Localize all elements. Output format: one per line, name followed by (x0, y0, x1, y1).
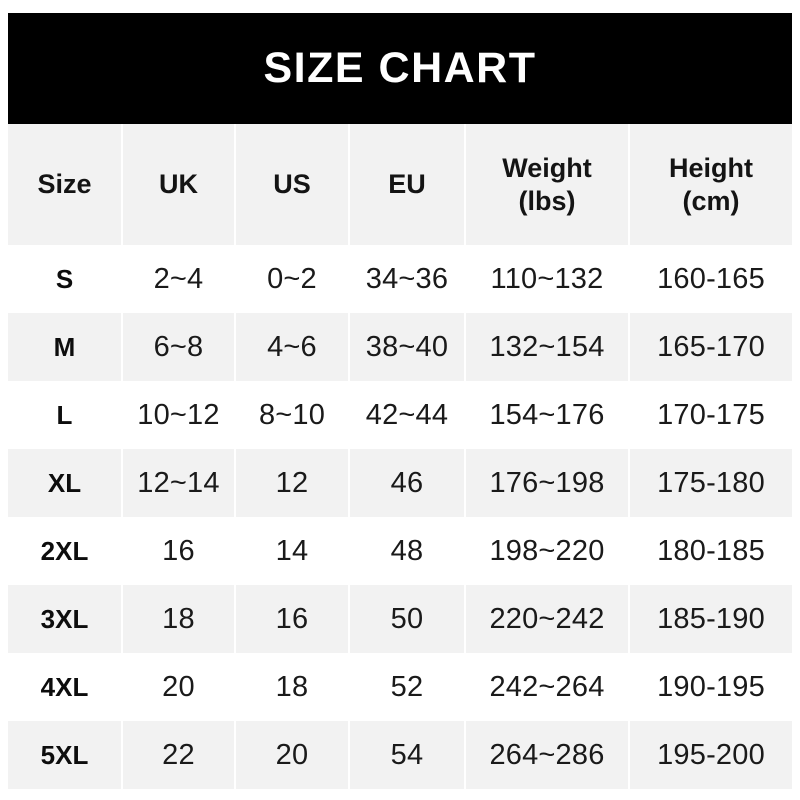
cell-weight: 264~286 (465, 721, 630, 789)
cell-height: 195-200 (657, 738, 765, 771)
cell-us: 12 (235, 449, 350, 517)
column-header-weight-line2: (lbs) (518, 185, 576, 216)
cell-height: 170-175 (657, 398, 765, 431)
cell-weight: 154~176 (465, 381, 630, 449)
cell-uk: 16 (122, 517, 236, 585)
cell-weight: 220~242 (465, 585, 630, 653)
cell-uk: 6~8 (122, 313, 236, 381)
cell-us: 18 (235, 653, 350, 721)
cell-us: 14 (235, 517, 350, 585)
cell-weight: 242~264 (465, 653, 630, 721)
cell-eu: 42~44 (349, 381, 466, 449)
column-header-height: Height (cm) (629, 124, 792, 245)
column-header-eu-line1: EU (388, 169, 426, 200)
cell-us: 20 (235, 721, 350, 789)
cell-size: XL (8, 449, 123, 517)
table-row: L 10~12 8~10 42~44 154~176 170-175 (8, 381, 792, 449)
table-header-row: Size UK US EU Weight (lbs) Height (cm) (8, 124, 792, 245)
cell-eu: 48 (349, 517, 466, 585)
table-row: XL 12~14 12 46 176~198 175-180 (8, 449, 792, 517)
table-row: 4XL 20 18 52 242~264 190-195 (8, 653, 792, 721)
table-row: 5XL 22 20 54 264~286 195-200 (8, 721, 792, 789)
cell-us: 0~2 (235, 245, 350, 313)
cell-weight: 176~198 (465, 449, 630, 517)
table-row: 3XL 18 16 50 220~242 185-190 (8, 585, 792, 653)
cell-uk: 10~12 (122, 381, 236, 449)
column-header-us: US (235, 124, 350, 245)
column-header-weight: Weight (lbs) (465, 124, 630, 245)
cell-eu: 46 (349, 449, 466, 517)
table-row: 2XL 16 14 48 198~220 180-185 (8, 517, 792, 585)
column-header-weight-line1: Weight (502, 152, 592, 183)
size-chart-table: Size UK US EU Weight (lbs) Height (cm) (8, 124, 792, 789)
page-title: SIZE CHART (263, 44, 537, 92)
column-header-height-line2: (cm) (682, 185, 740, 216)
cell-size: 2XL (8, 517, 123, 585)
cell-height: 185-190 (657, 602, 765, 635)
cell-size: 5XL (8, 721, 123, 789)
cell-height: 190-195 (657, 670, 765, 703)
cell-height: 180-185 (657, 534, 765, 567)
table-row: S 2~4 0~2 34~36 110~132 160-165 (8, 245, 792, 313)
column-header-size-line1: Size (37, 169, 92, 200)
cell-eu: 52 (349, 653, 466, 721)
column-header-eu: EU (349, 124, 466, 245)
column-header-uk: UK (122, 124, 236, 245)
cell-us: 8~10 (235, 381, 350, 449)
column-header-size: Size (8, 124, 123, 245)
cell-weight: 110~132 (465, 245, 630, 313)
cell-size: 4XL (8, 653, 123, 721)
cell-size: M (8, 313, 123, 381)
cell-uk: 12~14 (122, 449, 236, 517)
cell-eu: 34~36 (349, 245, 466, 313)
title-banner: SIZE CHART (8, 13, 792, 124)
table-row: M 6~8 4~6 38~40 132~154 165-170 (8, 313, 792, 381)
column-header-height-line1: Height (669, 152, 753, 183)
cell-eu: 38~40 (349, 313, 466, 381)
cell-uk: 2~4 (122, 245, 236, 313)
table-header: Size UK US EU Weight (lbs) Height (cm) (8, 124, 792, 245)
cell-size: L (8, 381, 123, 449)
cell-eu: 50 (349, 585, 466, 653)
table-body: S 2~4 0~2 34~36 110~132 160-165 M 6~8 4~… (8, 245, 792, 789)
cell-us: 16 (235, 585, 350, 653)
cell-size: S (8, 245, 123, 313)
cell-uk: 20 (122, 653, 236, 721)
cell-uk: 22 (122, 721, 236, 789)
column-header-us-line1: US (273, 169, 311, 200)
cell-size: 3XL (8, 585, 123, 653)
cell-height: 165-170 (657, 330, 765, 363)
cell-us: 4~6 (235, 313, 350, 381)
cell-eu: 54 (349, 721, 466, 789)
column-header-uk-line1: UK (159, 169, 198, 200)
cell-weight: 132~154 (465, 313, 630, 381)
cell-height: 160-165 (657, 262, 765, 295)
cell-weight: 198~220 (465, 517, 630, 585)
cell-uk: 18 (122, 585, 236, 653)
cell-height: 175-180 (657, 466, 765, 499)
